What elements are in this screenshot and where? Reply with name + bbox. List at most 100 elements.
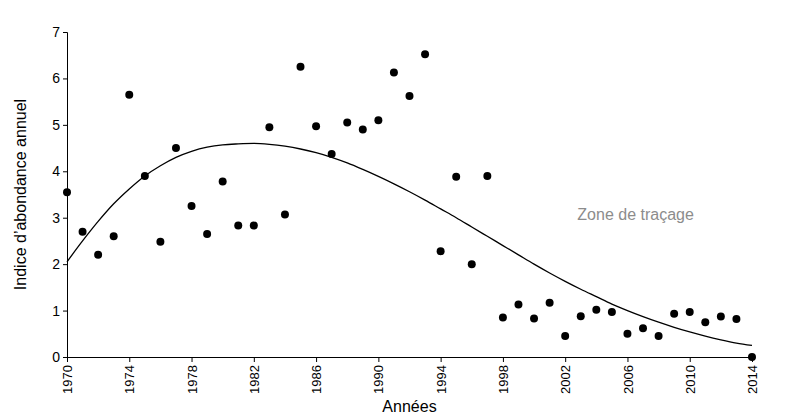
- chart: 1970 1974 1978 1982 1986 1990 1994 1998 2002 2006…: [0, 0, 800, 420]
- x-tick-label: 1978: [185, 365, 200, 394]
- y-tick-label: 2: [52, 256, 60, 272]
- y-tick-mark: [63, 171, 67, 172]
- point: [483, 172, 491, 180]
- x-tick-label: 1986: [309, 365, 324, 394]
- point: [514, 301, 522, 309]
- x-tick-mark: [565, 357, 566, 362]
- y-tick-label: 0: [52, 349, 60, 365]
- point: [468, 260, 476, 268]
- x-tick-label: 2010: [683, 365, 698, 394]
- x-tick-mark: [441, 357, 442, 362]
- x-tick: 1994: [434, 357, 449, 394]
- annotation: Zone de traçage: [577, 206, 694, 223]
- y-tick: 2: [52, 256, 67, 272]
- x-tick: 2010: [683, 357, 698, 394]
- point: [234, 222, 242, 230]
- point: [156, 238, 164, 246]
- point: [452, 173, 460, 181]
- point: [172, 144, 180, 152]
- x-tick: 2002: [558, 357, 573, 394]
- x-tick-label: 1998: [496, 365, 511, 394]
- x-tick-mark: [254, 357, 255, 362]
- x-tick-label: 1974: [122, 365, 137, 394]
- point: [297, 63, 305, 71]
- x-tick: 1982: [247, 357, 262, 394]
- x-tick-mark: [192, 357, 193, 362]
- x-tick: 1986: [309, 357, 324, 394]
- point: [686, 308, 694, 316]
- x-axis: 1970 1974 1978 1982 1986 1990 1994 1998 2002 2006…: [60, 357, 760, 394]
- y-tick: 0: [52, 349, 67, 365]
- point: [110, 232, 118, 240]
- point: [639, 324, 647, 332]
- y-tick: 4: [52, 163, 67, 179]
- x-tick: 1978: [185, 357, 200, 394]
- x-tick-mark: [690, 357, 691, 362]
- y-tick-label: 3: [52, 210, 60, 226]
- marks: [63, 50, 756, 361]
- y-tick-label: 6: [52, 70, 60, 86]
- point: [732, 315, 740, 323]
- x-tick-mark: [627, 357, 628, 362]
- y-tick-label: 5: [52, 117, 60, 133]
- point: [499, 314, 507, 322]
- point: [63, 188, 71, 196]
- point: [406, 92, 414, 100]
- x-tick: 1970: [60, 357, 75, 394]
- x-axis-line: [68, 358, 753, 363]
- point: [203, 230, 211, 238]
- point: [530, 314, 538, 322]
- x-tick-mark: [316, 357, 317, 362]
- point: [219, 178, 227, 186]
- point: [421, 50, 429, 58]
- point: [390, 68, 398, 76]
- y-axis-title: Indice d’abondance annuel: [12, 99, 29, 290]
- point: [188, 202, 196, 210]
- y-tick-label: 7: [52, 24, 60, 40]
- point: [748, 353, 756, 361]
- x-tick-label: 1982: [247, 365, 262, 394]
- x-tick: 1990: [371, 357, 386, 394]
- point: [546, 299, 554, 307]
- point: [359, 126, 367, 134]
- y-tick: 3: [52, 210, 67, 226]
- point: [701, 318, 709, 326]
- x-tick: 1998: [496, 357, 511, 394]
- x-axis-title: Années: [382, 398, 436, 415]
- point: [125, 91, 133, 99]
- y-tick-mark: [63, 32, 67, 33]
- x-tick: 2006: [621, 357, 636, 394]
- y-tick-mark: [63, 357, 67, 358]
- point: [265, 123, 273, 131]
- y-tick-label: 1: [52, 303, 60, 319]
- y-tick: 7: [52, 24, 67, 40]
- point: [655, 332, 663, 340]
- trend-line: [67, 143, 752, 345]
- y-tick-mark: [63, 125, 67, 126]
- point: [670, 310, 678, 318]
- x-tick: 2014: [745, 357, 760, 394]
- point: [79, 228, 87, 236]
- y-tick-label: 4: [52, 163, 60, 179]
- x-tick-label: 1990: [371, 365, 386, 394]
- x-tick: 1974: [122, 357, 137, 394]
- x-tick-label: 1994: [434, 365, 449, 394]
- point: [250, 222, 258, 230]
- point: [623, 330, 631, 338]
- point: [592, 306, 600, 314]
- point: [717, 313, 725, 321]
- point: [374, 116, 382, 124]
- x-tick-label: 1970: [60, 365, 75, 394]
- y-tick-mark: [63, 218, 67, 219]
- y-tick-mark: [63, 264, 67, 265]
- y-tick: 6: [52, 70, 67, 86]
- point: [94, 251, 102, 259]
- point: [608, 308, 616, 316]
- x-tick-label: 2002: [558, 365, 573, 394]
- x-tick-mark: [378, 357, 379, 362]
- point: [312, 122, 320, 130]
- x-tick-mark: [129, 357, 130, 362]
- y-tick-mark: [63, 78, 67, 79]
- x-tick-label: 2006: [621, 365, 636, 394]
- x-tick-label: 2014: [745, 365, 760, 394]
